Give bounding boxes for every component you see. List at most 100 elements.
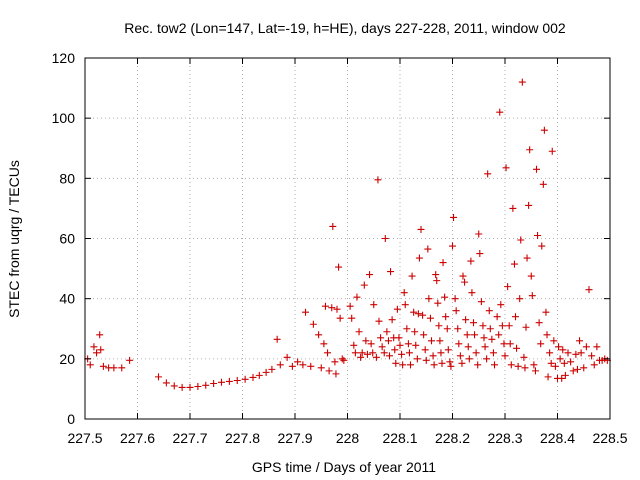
data-point xyxy=(410,308,418,316)
axis-ticks xyxy=(84,57,611,420)
data-point xyxy=(442,313,450,321)
data-point xyxy=(309,320,317,328)
data-point xyxy=(443,325,451,333)
x-tick-label: 227.8 xyxy=(225,430,260,446)
data-point xyxy=(564,349,572,357)
data-point xyxy=(276,361,284,369)
data-point xyxy=(530,361,538,369)
data-point xyxy=(521,364,529,372)
data-point xyxy=(225,377,233,385)
data-point xyxy=(348,314,356,322)
data-point xyxy=(535,319,543,327)
data-point xyxy=(97,346,105,354)
data-point xyxy=(551,362,559,370)
data-point xyxy=(502,164,510,172)
data-point xyxy=(441,293,449,301)
data-point xyxy=(430,361,438,369)
data-point xyxy=(520,353,528,361)
data-point xyxy=(543,331,551,339)
data-point xyxy=(362,337,370,345)
data-point xyxy=(501,352,509,360)
data-point xyxy=(489,349,497,357)
data-point xyxy=(455,340,463,348)
data-point xyxy=(435,322,443,330)
data-point xyxy=(363,350,371,358)
data-point xyxy=(588,352,596,360)
data-point xyxy=(99,362,107,370)
data-point xyxy=(315,331,323,339)
data-point xyxy=(367,340,375,348)
data-point xyxy=(593,343,601,351)
data-point xyxy=(391,346,399,354)
data-point xyxy=(513,344,521,352)
data-point xyxy=(481,343,489,351)
data-point xyxy=(249,373,257,381)
data-point xyxy=(317,364,325,372)
data-point xyxy=(517,236,525,244)
data-point xyxy=(262,368,270,376)
data-point xyxy=(355,328,363,336)
y-tick-label: 80 xyxy=(59,170,75,186)
data-point xyxy=(561,371,569,379)
data-point xyxy=(523,254,531,262)
data-point xyxy=(470,319,477,327)
data-point xyxy=(324,349,332,357)
y-tick-label: 40 xyxy=(59,291,75,307)
data-point xyxy=(447,362,455,370)
data-point xyxy=(480,334,488,342)
data-point xyxy=(456,352,464,360)
data-point xyxy=(155,373,162,381)
data-point xyxy=(328,304,336,312)
data-point xyxy=(560,359,568,367)
data-point xyxy=(533,165,540,173)
grid xyxy=(85,58,610,419)
data-point xyxy=(405,349,413,357)
y-tick-label: 20 xyxy=(59,351,75,367)
data-point xyxy=(531,367,539,375)
data-point xyxy=(510,260,518,268)
data-point xyxy=(336,314,344,322)
data-point xyxy=(96,331,104,339)
data-point xyxy=(486,325,494,333)
data-point xyxy=(576,337,584,345)
y-tick-label: 60 xyxy=(59,231,75,247)
data-point xyxy=(93,349,101,357)
data-point xyxy=(495,331,503,339)
data-point xyxy=(429,352,437,360)
data-point xyxy=(372,353,380,361)
data-point xyxy=(178,383,186,391)
data-point xyxy=(335,263,343,271)
data-point xyxy=(255,371,263,379)
data-point xyxy=(210,380,218,388)
data-point xyxy=(467,257,475,265)
data-point xyxy=(386,352,393,360)
data-point xyxy=(325,367,333,375)
data-point xyxy=(369,349,377,357)
data-point xyxy=(428,337,435,345)
data-point xyxy=(420,331,428,339)
chart-title: Rec. tow2 (Lon=147, Lat=-19, h=HE), days… xyxy=(124,20,566,36)
data-point xyxy=(547,359,555,367)
data-point xyxy=(505,322,513,330)
data-point xyxy=(569,367,577,375)
data-point xyxy=(421,346,429,354)
data-point xyxy=(357,353,365,361)
data-point xyxy=(403,325,411,333)
data-point xyxy=(370,301,378,309)
data-point xyxy=(288,362,296,370)
data-point xyxy=(426,314,434,322)
data-point xyxy=(350,341,358,349)
data-point xyxy=(525,201,533,209)
data-point xyxy=(548,147,556,155)
data-point xyxy=(218,378,225,386)
data-point xyxy=(346,302,354,310)
x-tick-label: 228.1 xyxy=(382,430,417,446)
data-points xyxy=(84,78,611,391)
data-point xyxy=(452,307,460,315)
data-point xyxy=(497,301,505,309)
data-point xyxy=(462,316,470,324)
data-point xyxy=(338,355,346,363)
data-point xyxy=(527,272,535,280)
